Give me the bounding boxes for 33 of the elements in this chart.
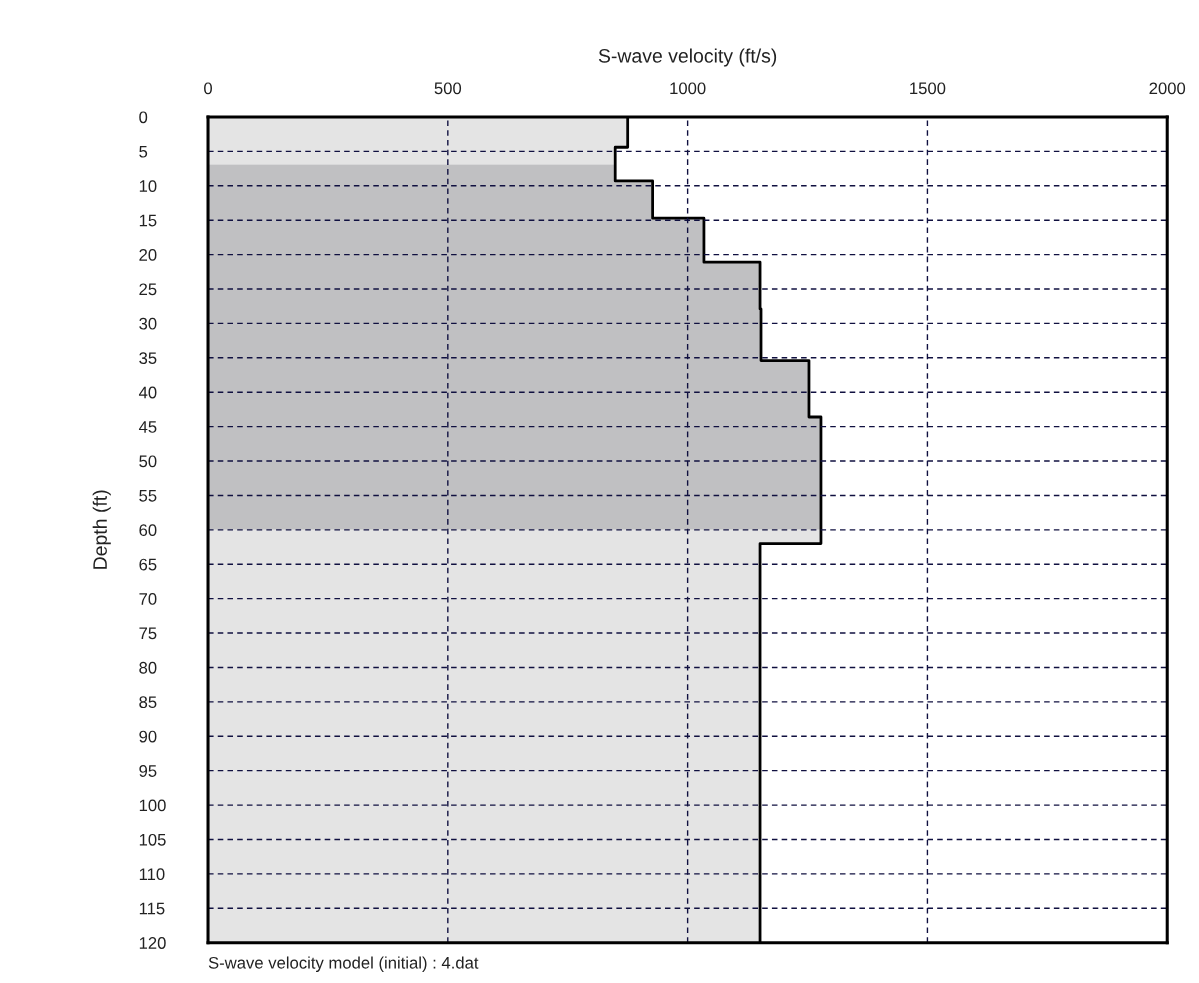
- x-tick-label: 500: [434, 82, 462, 95]
- y-tick-label: 40: [138, 386, 157, 399]
- y-tick-label: 20: [139, 249, 157, 261]
- y-tick-label: 115: [139, 902, 165, 915]
- y-tick-label: 75: [139, 627, 157, 640]
- x-tick-label: 1000: [670, 82, 706, 95]
- y-tick-label: 110: [139, 868, 165, 881]
- y-tick-label: 120: [139, 937, 166, 949]
- y-tick-label: 25: [139, 283, 157, 296]
- y-tick-label: 45: [138, 421, 157, 433]
- y-axis-title: Depth (ft): [92, 490, 111, 569]
- x-tick-label: 0: [204, 82, 213, 95]
- y-tick-label: 80: [139, 661, 157, 674]
- y-tick-label: 50: [139, 455, 157, 468]
- y-tick-label: 105: [139, 833, 166, 846]
- x-axis-title: S-wave velocity (ft/s): [598, 48, 777, 67]
- y-tick-label: 95: [139, 765, 157, 777]
- y-tick-label: 90: [139, 730, 157, 743]
- y-tick-label: 85: [139, 696, 157, 709]
- y-tick-label: 5: [139, 145, 148, 158]
- y-tick-label: 65: [139, 558, 157, 571]
- y-tick-label: 70: [139, 593, 157, 605]
- y-tick-label: 100: [139, 799, 166, 812]
- y-tick-label: 10: [139, 180, 157, 192]
- y-tick-label: 15: [139, 214, 157, 227]
- y-tick-label: 60: [139, 524, 157, 537]
- y-tick-label: 35: [139, 352, 157, 365]
- y-tick-label: 55: [139, 490, 157, 502]
- y-tick-label: 30: [139, 317, 157, 330]
- x-tick-label: 2000: [1149, 82, 1186, 95]
- x-tick-label: 1500: [910, 82, 946, 95]
- text: S-wave velocity model (initial) : 4.dat: [208, 956, 479, 972]
- y-tick-label: 0: [139, 111, 148, 124]
